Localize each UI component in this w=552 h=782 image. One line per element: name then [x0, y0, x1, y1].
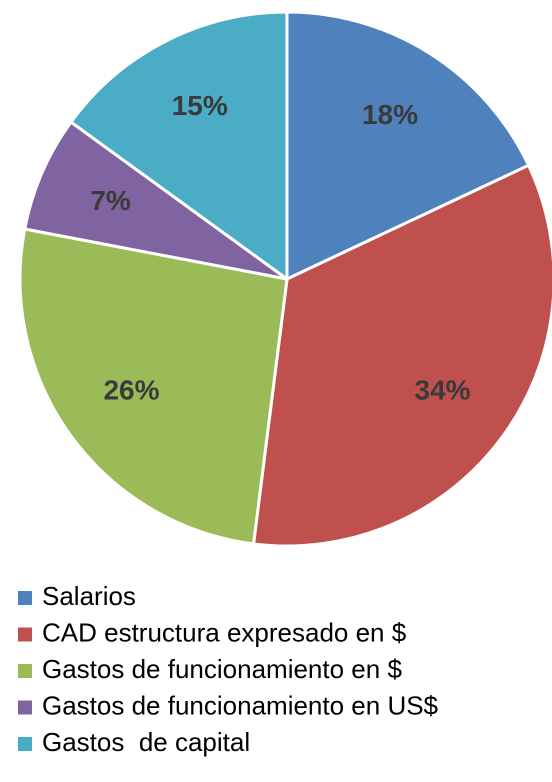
legend-swatch	[18, 700, 32, 715]
pie-slice	[68, 10, 289, 282]
legend-label: Gastos de capital	[42, 727, 250, 757]
pie-slice	[285, 10, 531, 282]
pie-slice	[18, 227, 289, 546]
legend-swatch	[18, 591, 32, 605]
pie-slice	[22, 119, 288, 281]
legend-swatch	[18, 664, 32, 678]
legend-label: Salarios	[42, 581, 136, 611]
data-label: 18%	[362, 99, 418, 130]
legend-label: CAD estructura expresado en $	[42, 617, 407, 647]
data-label: 15%	[172, 90, 228, 121]
legend-label: Gastos de funcionamiento en US$	[42, 690, 439, 720]
legend-swatch	[18, 627, 32, 642]
legend-label: Gastos de funcionamiento en $	[42, 654, 402, 684]
data-label: 34%	[415, 374, 471, 405]
data-label: 7%	[90, 185, 131, 216]
legend-swatch	[18, 737, 32, 751]
data-label: 26%	[103, 374, 159, 405]
pie-slice	[251, 163, 552, 548]
